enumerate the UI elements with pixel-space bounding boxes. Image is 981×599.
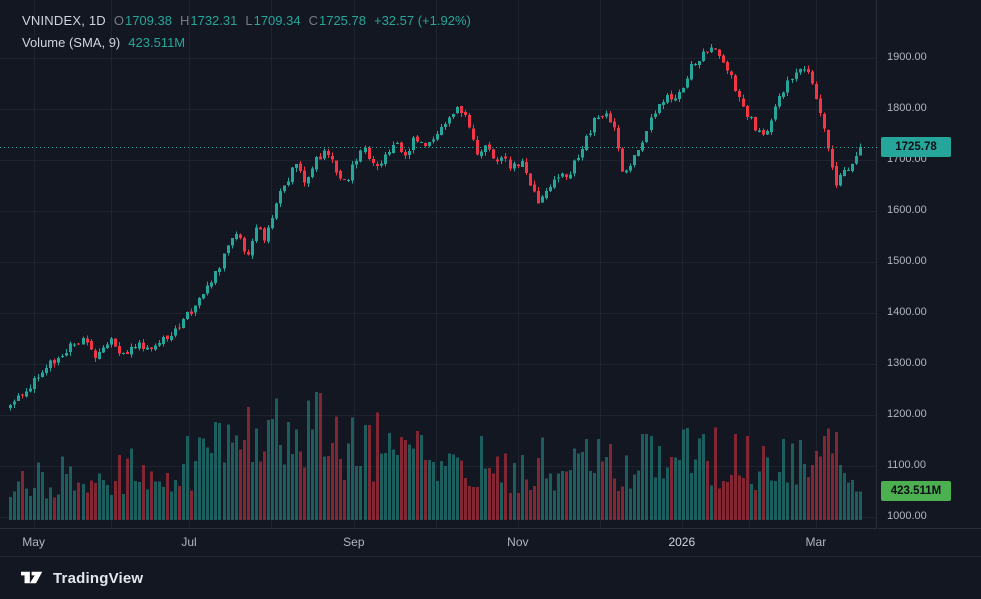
- price-chart-canvas[interactable]: [0, 0, 877, 529]
- volume-series: [9, 392, 862, 520]
- time-axis-label: Jul: [181, 535, 197, 549]
- volume-value: 423.511M: [128, 35, 186, 50]
- ohlc-value: 1709.34: [253, 13, 301, 28]
- price-change: +32.57 (+1.92%): [373, 13, 471, 28]
- price-axis-label: 1600.00: [887, 203, 927, 216]
- ohlc-value: 1709.38: [124, 13, 172, 28]
- ohlc-letter: H: [179, 13, 190, 28]
- price-axis[interactable]: 1900.00 1800.00 1700.00 1600.00 1500.00 1400.…: [878, 0, 981, 529]
- price-axis-label: 1100.00: [887, 458, 926, 471]
- symbol-title[interactable]: VNINDEX, 1D: [22, 13, 106, 28]
- time-axis-label: Sep: [343, 535, 365, 549]
- volume-legend-row: Volume (SMA, 9) 423.511M: [22, 36, 471, 49]
- price-axis-label: 1900.00: [887, 51, 927, 64]
- ohlc-letter: O: [113, 13, 124, 28]
- ohlc-letter: C: [308, 13, 318, 28]
- time-axis[interactable]: May Jul Sep Nov 2026 Mar: [0, 530, 877, 555]
- time-axis-label: 2026: [668, 535, 696, 549]
- price-axis-label: 1800.00: [887, 102, 927, 115]
- price-axis-label: 1300.00: [887, 356, 927, 369]
- time-axis-label: May: [22, 535, 45, 549]
- grid-lines: [0, 0, 877, 529]
- tradingview-logo-icon[interactable]: [21, 570, 44, 586]
- volume-badge: 423.511M: [881, 481, 951, 502]
- price-axis-label: 1500.00: [887, 254, 927, 267]
- last-price-badge: 1725.78: [881, 136, 951, 157]
- price-axis-label: 1200.00: [887, 407, 927, 420]
- footer-bar: TradingView: [0, 556, 981, 599]
- ohlc-values: O1709.38 H1732.31 L1709.34 C1725.78: [106, 14, 366, 27]
- price-axis-label: 1400.00: [887, 305, 927, 318]
- ohlc-value: 1732.31: [190, 13, 238, 28]
- time-axis-label: Mar: [805, 535, 827, 549]
- candlestick-series: [9, 44, 862, 411]
- price-axis-label: 1000.00: [887, 509, 927, 522]
- symbol-legend-row: VNINDEX, 1D O1709.38 H1732.31 L1709.34 C172…: [22, 14, 471, 27]
- chart-legend: VNINDEX, 1D O1709.38 H1732.31 L1709.34 C172…: [22, 14, 471, 58]
- time-axis-label: Nov: [507, 535, 529, 549]
- ohlc-letter: L: [245, 13, 253, 28]
- ohlc-value: 1725.78: [318, 13, 366, 28]
- tradingview-brand[interactable]: TradingView: [53, 569, 144, 587]
- volume-indicator-label[interactable]: Volume (SMA, 9): [22, 35, 121, 50]
